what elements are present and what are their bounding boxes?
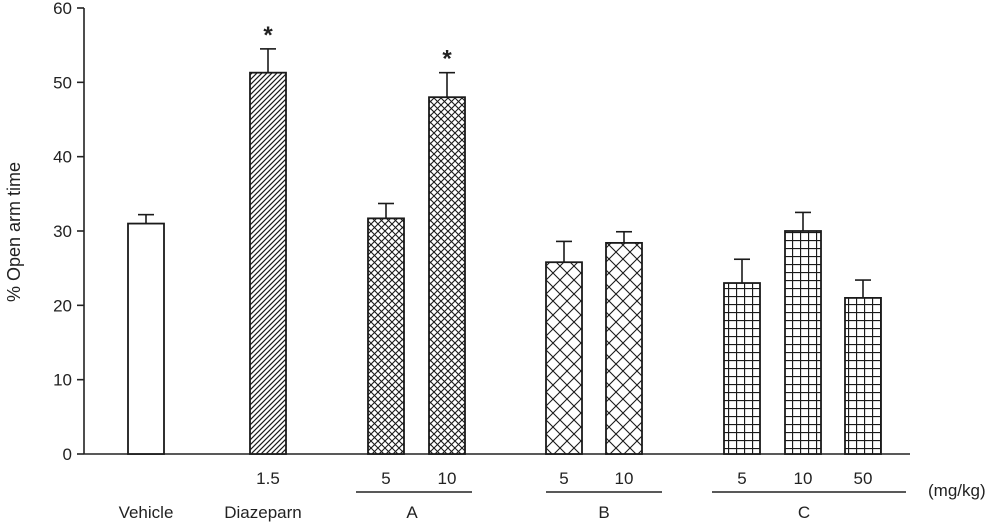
dose-label: 5 [559,469,568,488]
dose-unit-label: (mg/kg) [928,481,986,500]
bar [428,96,466,455]
significance-marker: * [442,46,452,73]
bar [784,230,822,455]
y-axis-title: % Open arm time [4,162,24,302]
y-tick-label: 10 [53,371,72,390]
y-tick-label: 40 [53,148,72,167]
dose-label: 1.5 [256,469,280,488]
group-label: A [406,503,418,522]
bar [605,241,643,455]
bar [545,261,583,455]
bar-group [545,240,583,455]
y-axis: 0 10 20 30 40 50 60 [53,0,85,464]
y-tick-label: 0 [63,445,72,464]
dose-label: 10 [794,469,813,488]
dose-label: 10 [615,469,634,488]
bar-group [367,202,405,455]
group-label: C [798,503,810,522]
bar-group [784,211,822,455]
group-labels: Vehicle Diazeparn A B C [119,491,906,522]
dose-label: 50 [854,469,873,488]
y-tick-label: 30 [53,222,72,241]
significance-marker: * [263,22,273,49]
bar-group [723,258,761,455]
bar [127,222,165,455]
bar-group [844,279,882,455]
group-label: B [598,503,609,522]
bar [723,282,761,455]
group-label: Diazeparn [224,503,302,522]
dose-label: 5 [381,469,390,488]
bar-group [127,213,165,455]
y-tick-label: 20 [53,296,72,315]
group-label: Vehicle [119,503,174,522]
bar [844,296,882,455]
dose-labels: 1.5 5 10 5 10 5 10 50 [256,469,872,488]
y-tick-label: 50 [53,73,72,92]
bars: ** [127,22,882,455]
y-tick-label: 60 [53,0,72,18]
bar-group: * [428,46,466,455]
bar-group: * [249,22,287,455]
dose-label: 10 [438,469,457,488]
dose-label: 5 [737,469,746,488]
bar [367,217,405,455]
bar [249,71,287,455]
bar-group [605,230,643,455]
